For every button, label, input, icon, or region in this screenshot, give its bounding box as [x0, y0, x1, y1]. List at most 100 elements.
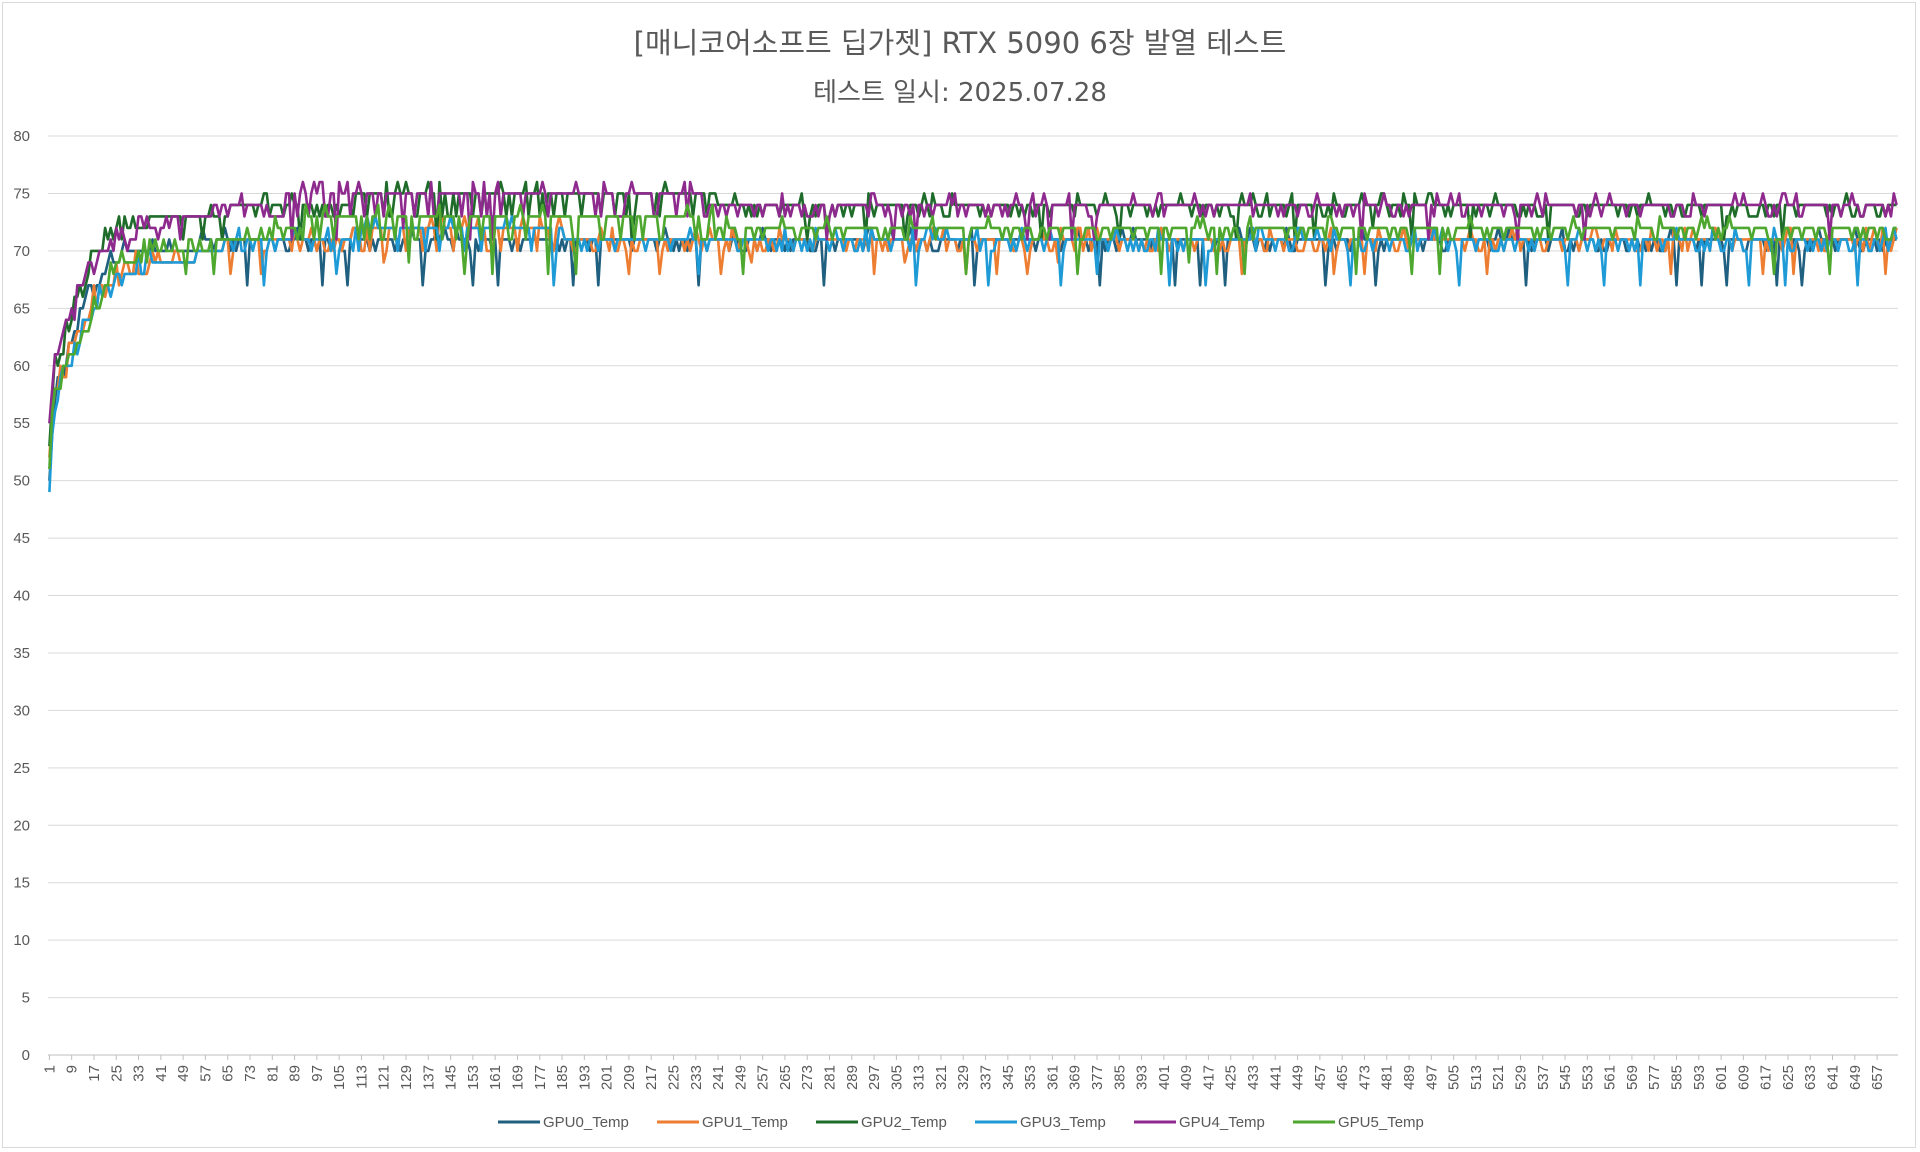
- legend-label: GPU3_Temp: [1020, 1114, 1106, 1131]
- y-tick-label: 15: [13, 875, 30, 892]
- y-tick-label: 0: [22, 1047, 30, 1064]
- series-line-gpu3-temp: [48, 215, 1898, 493]
- x-tick-label: 569: [1624, 1065, 1641, 1090]
- y-tick-label: 50: [13, 473, 30, 490]
- y-tick-label: 35: [13, 645, 30, 662]
- x-tick-label: 505: [1446, 1065, 1463, 1090]
- y-tick-label: 65: [13, 300, 30, 317]
- x-tick-label: 233: [688, 1065, 705, 1090]
- x-tick-label: 441: [1267, 1065, 1284, 1090]
- x-tick-label: 561: [1602, 1065, 1619, 1090]
- x-tick-label: 313: [911, 1065, 928, 1090]
- series-line-gpu5-temp: [48, 203, 1897, 470]
- x-tick-label: 657: [1869, 1065, 1886, 1090]
- legend-label: GPU4_Temp: [1179, 1114, 1265, 1131]
- x-tick-label: 57: [197, 1065, 214, 1082]
- x-tick-label: 601: [1713, 1065, 1730, 1090]
- x-tick-label: 89: [287, 1065, 304, 1082]
- x-tick-label: 609: [1735, 1065, 1752, 1090]
- y-tick-label: 10: [13, 932, 30, 949]
- y-tick-label: 55: [13, 415, 30, 432]
- x-tick-label: 649: [1847, 1065, 1864, 1090]
- legend: GPU0_Temp GPU1_Temp GPU2_Temp GPU3_Temp GPU4…: [498, 1114, 1424, 1131]
- x-tick-label: 465: [1334, 1065, 1351, 1090]
- x-tick-label: 273: [799, 1065, 816, 1090]
- y-tick-label: 75: [13, 185, 30, 202]
- series-lines: [48, 180, 1898, 493]
- x-tick-label: 145: [443, 1065, 460, 1090]
- chart-title: [매니코어소프트 딥가젯] RTX 5090 6장 발열 테스트: [633, 26, 1287, 60]
- grid-lines: [48, 135, 1898, 1056]
- x-tick-label: 513: [1468, 1065, 1485, 1090]
- x-tick-label: 345: [1000, 1065, 1017, 1090]
- x-tick-label: 497: [1423, 1065, 1440, 1090]
- x-tick-label: 449: [1290, 1065, 1307, 1090]
- x-tick-label: 593: [1691, 1065, 1708, 1090]
- x-tick-label: 193: [576, 1065, 593, 1090]
- x-tick-label: 641: [1825, 1065, 1842, 1090]
- legend-label: GPU5_Temp: [1338, 1114, 1424, 1131]
- x-tick-label: 401: [1156, 1065, 1173, 1090]
- x-tick-label: 201: [599, 1065, 616, 1090]
- x-tick-label: 113: [353, 1065, 370, 1089]
- x-tick-label: 169: [509, 1065, 526, 1090]
- x-tick-label: 281: [822, 1065, 839, 1090]
- x-tick-label: 337: [978, 1065, 995, 1090]
- x-tick-label: 329: [955, 1065, 972, 1090]
- x-tick-label: 153: [465, 1065, 482, 1090]
- x-tick-label: 433: [1245, 1065, 1262, 1090]
- x-tick-label: 577: [1646, 1065, 1663, 1090]
- y-tick-label: 45: [13, 530, 30, 547]
- x-tick-label: 417: [1200, 1065, 1217, 1090]
- x-tick-label: 617: [1758, 1065, 1775, 1090]
- y-tick-label: 30: [13, 702, 30, 719]
- x-tick-label: 289: [844, 1065, 861, 1090]
- x-tick-label: 425: [1223, 1065, 1240, 1090]
- x-tick-label: 529: [1512, 1065, 1529, 1090]
- x-tick-label: 25: [108, 1065, 125, 1082]
- x-tick-label: 81: [264, 1065, 281, 1082]
- x-tick-label: 1: [41, 1065, 58, 1073]
- series-line-gpu0-temp: [48, 226, 1897, 481]
- x-tick-label: 17: [86, 1065, 103, 1082]
- x-tick-label: 161: [487, 1065, 504, 1090]
- x-tick-label: 305: [888, 1065, 905, 1090]
- x-tick-label: 633: [1802, 1065, 1819, 1090]
- x-tick-label: 9: [64, 1065, 81, 1073]
- legend-label: GPU1_Temp: [702, 1114, 788, 1131]
- y-tick-label: 40: [13, 588, 30, 605]
- x-tick-label: 209: [621, 1065, 638, 1090]
- x-tick-label: 225: [665, 1065, 682, 1090]
- x-tick-label: 297: [866, 1065, 883, 1090]
- x-tick-label: 257: [755, 1065, 772, 1090]
- x-tick-label: 353: [1022, 1065, 1039, 1090]
- x-tick-label: 185: [554, 1065, 571, 1090]
- y-axis-ticks: 0 5 10 15 20 25 30 35 40 45 50 55 60 65 70 75 80: [13, 128, 30, 1064]
- x-tick-label: 217: [643, 1065, 660, 1090]
- chart-subtitle: 테스트 일시: 2025.07.28: [813, 78, 1107, 108]
- x-tick-label: 521: [1490, 1065, 1507, 1090]
- x-tick-label: 545: [1557, 1065, 1574, 1090]
- legend-label: GPU0_Temp: [543, 1114, 629, 1131]
- x-tick-label: 481: [1379, 1065, 1396, 1090]
- y-tick-label: 60: [13, 358, 30, 375]
- x-tick-label: 249: [732, 1065, 749, 1090]
- x-axis-ticks: 1 9 17 25 33 41 49 57 65 73 81 89 97 105 113 121 129 137 1…: [41, 1055, 1886, 1090]
- x-tick-label: 369: [1067, 1065, 1084, 1090]
- series-line-gpu4-temp: [48, 180, 1898, 424]
- y-tick-label: 5: [22, 990, 30, 1007]
- x-tick-label: 73: [242, 1065, 259, 1082]
- x-tick-label: 489: [1401, 1065, 1418, 1090]
- series-line-gpu2-temp: [48, 180, 1897, 447]
- x-tick-label: 473: [1356, 1065, 1373, 1090]
- y-tick-label: 70: [13, 243, 30, 260]
- x-tick-label: 177: [532, 1065, 549, 1090]
- x-tick-label: 241: [710, 1065, 727, 1090]
- x-tick-label: 121: [376, 1065, 393, 1090]
- x-tick-label: 137: [420, 1065, 437, 1090]
- x-tick-label: 41: [153, 1065, 170, 1082]
- x-tick-label: 537: [1535, 1065, 1552, 1090]
- x-tick-label: 625: [1780, 1065, 1797, 1090]
- x-tick-label: 129: [398, 1065, 415, 1090]
